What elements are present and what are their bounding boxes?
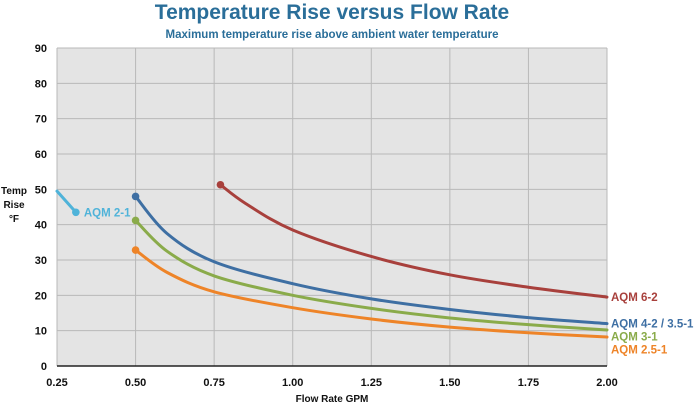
series-line-aqm-6-2 — [218, 183, 609, 299]
y-tick-label: 90 — [35, 43, 47, 55]
series-line-aqm-4-2-3-5-1 — [134, 194, 609, 326]
x-tick-label: 1.25 — [361, 377, 382, 389]
x-tick-label: 1.00 — [282, 377, 303, 389]
y-axis-label-line-3: °F — [9, 214, 19, 225]
x-tick-label: 0.75 — [203, 377, 224, 389]
series-line-aqm-2-5-1 — [134, 248, 609, 339]
series-marker-aqm-2-1 — [72, 208, 80, 217]
chart-title: Temperature Rise versus Flow Rate — [155, 1, 509, 24]
y-tick-label: 70 — [35, 114, 47, 126]
y-axis-label-line-2: Rise — [3, 200, 25, 211]
series-label-aqm-4-2-3-5-1: AQM 4-2 / 3.5-1 — [611, 319, 694, 331]
y-tick-label: 0 — [41, 361, 47, 373]
y-axis-ticks: 0 10 20 30 40 50 60 70 80 90 — [35, 43, 47, 373]
x-axis-label: Flow Rate GPM — [296, 394, 369, 405]
x-tick-label: 2.00 — [596, 377, 617, 389]
series-marker-aqm-4-2-3-5-1 — [131, 192, 140, 201]
y-tick-label: 30 — [35, 255, 47, 267]
series-line-aqm-3-1 — [134, 218, 609, 332]
x-axis-ticks: 0.25 0.50 0.75 1.00 1.25 1.50 1.75 2.00 — [46, 377, 617, 389]
series-marker-aqm-6-2 — [216, 180, 225, 189]
series-label-aqm-2-1: AQM 2-1 — [84, 207, 131, 219]
y-tick-label: 40 — [35, 220, 47, 232]
series-group — [55, 180, 609, 339]
chart-subtitle: Maximum temperature rise above ambient w… — [166, 29, 499, 41]
series-label-aqm-3-1: AQM 3-1 — [611, 332, 658, 344]
x-tick-label: 0.25 — [46, 377, 67, 389]
y-tick-label: 20 — [35, 290, 47, 302]
y-tick-label: 50 — [35, 184, 47, 196]
series-marker-aqm-3-1 — [131, 216, 140, 225]
y-axis-label: Temp Rise °F — [1, 186, 27, 225]
y-tick-label: 10 — [35, 326, 47, 338]
y-axis-label-line-1: Temp — [1, 186, 27, 197]
series-label-aqm-2-5-1: AQM 2.5-1 — [611, 345, 668, 357]
x-tick-label: 1.75 — [518, 377, 539, 389]
x-tick-label: 0.50 — [125, 377, 146, 389]
series-label-aqm-6-2: AQM 6-2 — [611, 292, 658, 304]
y-tick-label: 60 — [35, 149, 47, 161]
series-marker-aqm-2-5-1 — [131, 246, 140, 254]
y-tick-label: 80 — [35, 78, 47, 90]
series-line-aqm-2-1 — [55, 189, 78, 214]
x-tick-label: 1.50 — [439, 377, 460, 389]
